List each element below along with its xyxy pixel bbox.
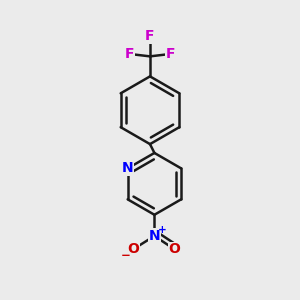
Text: −: −: [121, 249, 130, 262]
Text: N: N: [122, 161, 134, 176]
Text: O: O: [169, 242, 180, 256]
Text: N: N: [148, 229, 160, 243]
Text: F: F: [165, 47, 175, 61]
Text: F: F: [145, 29, 155, 43]
Text: O: O: [127, 242, 139, 256]
Text: F: F: [125, 47, 135, 61]
Text: +: +: [158, 225, 166, 235]
